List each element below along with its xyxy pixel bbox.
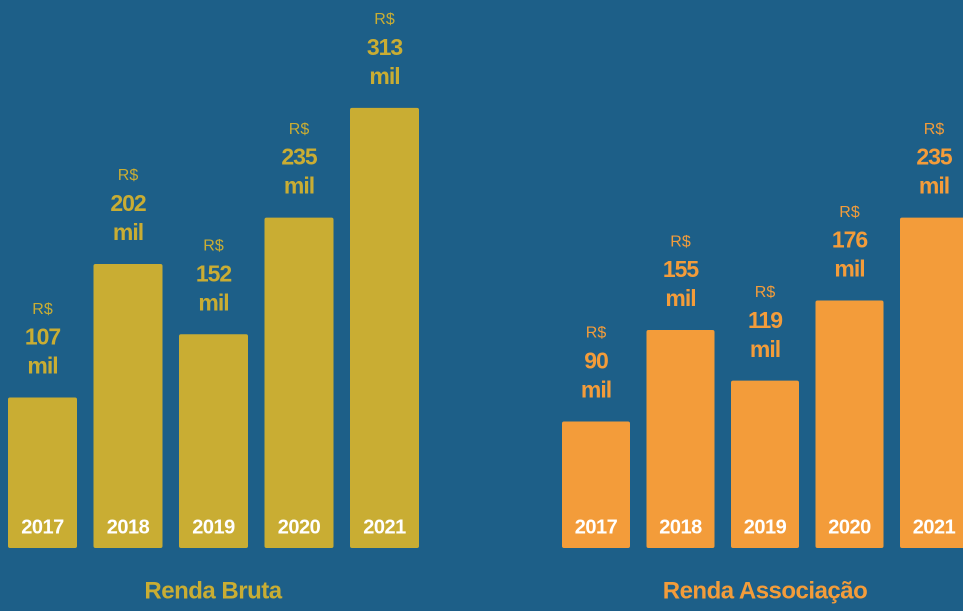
x-tick-label: 2019 [744,516,787,538]
bar [562,421,630,548]
value-prefix: R$ [755,284,776,301]
x-tick-label: 2021 [913,516,956,538]
x-tick-label: 2020 [278,516,321,538]
value-prefix: R$ [586,325,607,342]
value-label: 152 [196,260,232,286]
bar [8,397,77,548]
value-suffix: mil [581,377,611,403]
value-prefix: R$ [924,121,945,138]
value-label: 235 [916,144,953,170]
value-suffix: mil [27,353,57,379]
value-prefix: R$ [118,167,139,184]
bar [179,334,248,548]
bar [646,330,715,548]
value-prefix: R$ [839,204,860,221]
value-label: 202 [110,190,146,216]
x-tick-label: 2017 [21,516,64,538]
value-prefix: R$ [289,121,310,138]
bar [93,263,163,548]
chart-title: Renda Associação [663,577,868,604]
value-suffix: mil [198,289,228,315]
value-label: 313 [367,34,403,60]
bar [731,380,799,548]
value-prefix: R$ [203,237,224,254]
x-tick-label: 2018 [107,516,150,538]
x-tick-label: 2018 [659,516,702,538]
value-suffix: mil [284,173,314,199]
value-suffix: mil [113,219,143,245]
value-suffix: mil [369,63,399,89]
value-label: 155 [663,256,700,282]
x-tick-label: 2020 [828,516,871,538]
value-label: 90 [584,348,608,374]
bar [815,300,884,548]
value-prefix: R$ [32,301,53,318]
bar [264,217,334,549]
value-label: 107 [25,324,61,350]
value-label: 119 [748,307,782,333]
value-suffix: mil [834,256,864,282]
value-suffix: mil [919,173,949,199]
value-prefix: R$ [374,11,395,28]
value-suffix: mil [750,336,780,362]
chart-title: Renda Bruta [144,577,282,604]
x-tick-label: 2021 [363,516,406,538]
x-tick-label: 2019 [192,516,235,538]
x-tick-label: 2017 [575,516,618,538]
value-suffix: mil [665,285,695,311]
bar [900,217,963,548]
value-prefix: R$ [670,233,691,250]
value-label: 235 [281,144,318,170]
value-label: 176 [832,227,868,253]
bar [350,107,419,549]
